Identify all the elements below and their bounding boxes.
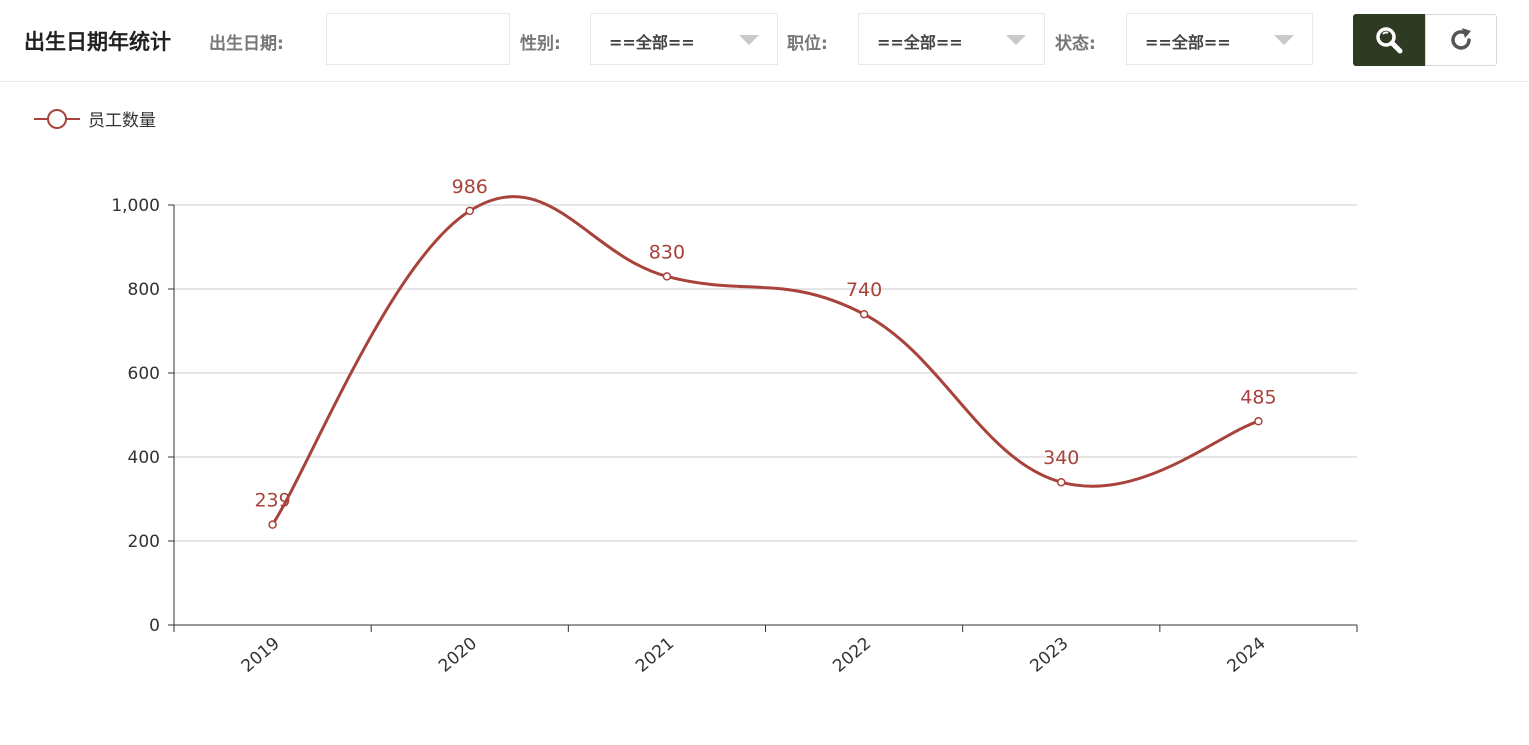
gender-label: 性别: [520, 34, 561, 54]
toolbar: 出生日期年统计 出生日期: 性别: ==全部== 职位: ==全部== 状态: … [0, 0, 1529, 82]
search-button[interactable] [1353, 14, 1425, 66]
y-tick-label: 0 [149, 616, 160, 636]
y-tick-label: 800 [128, 280, 160, 300]
x-tick-label: 2023 [1026, 634, 1072, 677]
data-point [1254, 417, 1263, 426]
data-point [268, 520, 277, 529]
data-point [1057, 477, 1066, 487]
position-label: 职位: [787, 34, 828, 54]
data-label: 740 [846, 279, 882, 301]
data-label: 340 [1043, 447, 1079, 469]
position-select-value: ==全部== [877, 33, 963, 52]
series-line [271, 195, 1259, 526]
data-point [662, 272, 672, 281]
search-icon [1376, 27, 1403, 54]
y-tick-label: 200 [128, 532, 160, 552]
status-label: 状态: [1055, 34, 1096, 54]
status-select-value: ==全部== [1145, 33, 1231, 52]
birth-date-label: 出生日期: [209, 34, 284, 54]
chevron-down-icon [1274, 35, 1294, 45]
chevron-down-icon [739, 35, 759, 45]
y-tick-label: 1,000 [111, 196, 160, 216]
page-title: 出生日期年统计 [24, 30, 171, 54]
status-select[interactable]: ==全部== [1126, 13, 1313, 65]
chart-area: 员工数量 0 200 400 600 800 1,000 2019 2020 2021 2022 2… [0, 82, 1529, 745]
legend-item[interactable]: 员工数量 [34, 106, 156, 131]
gender-select[interactable]: ==全部== [590, 13, 778, 65]
data-label: 239 [254, 490, 290, 512]
reset-button[interactable] [1425, 14, 1497, 66]
birth-date-input[interactable] [326, 13, 510, 65]
x-tick-label: 2019 [238, 634, 284, 677]
x-tick-label: 2020 [435, 634, 481, 677]
data-label: 986 [452, 176, 488, 198]
data-point [465, 206, 474, 216]
y-tick-label: 600 [128, 364, 160, 384]
refresh-icon [1451, 28, 1471, 50]
chevron-down-icon [1006, 35, 1026, 45]
legend-symbol [34, 108, 80, 129]
x-tick-label: 2022 [829, 634, 875, 677]
data-label: 830 [649, 241, 685, 263]
data-label: 485 [1240, 386, 1276, 408]
x-tick-label: 2024 [1224, 634, 1270, 677]
gender-select-value: ==全部== [609, 33, 695, 52]
position-select[interactable]: ==全部== [858, 13, 1045, 65]
y-tick-label: 400 [128, 448, 160, 468]
data-point [859, 309, 869, 319]
line-chart: 0 200 400 600 800 1,000 2019 2020 2021 2022 2023 20… [111, 176, 1358, 677]
legend-label: 员工数量 [88, 111, 156, 131]
x-tick-label: 2021 [632, 634, 678, 677]
